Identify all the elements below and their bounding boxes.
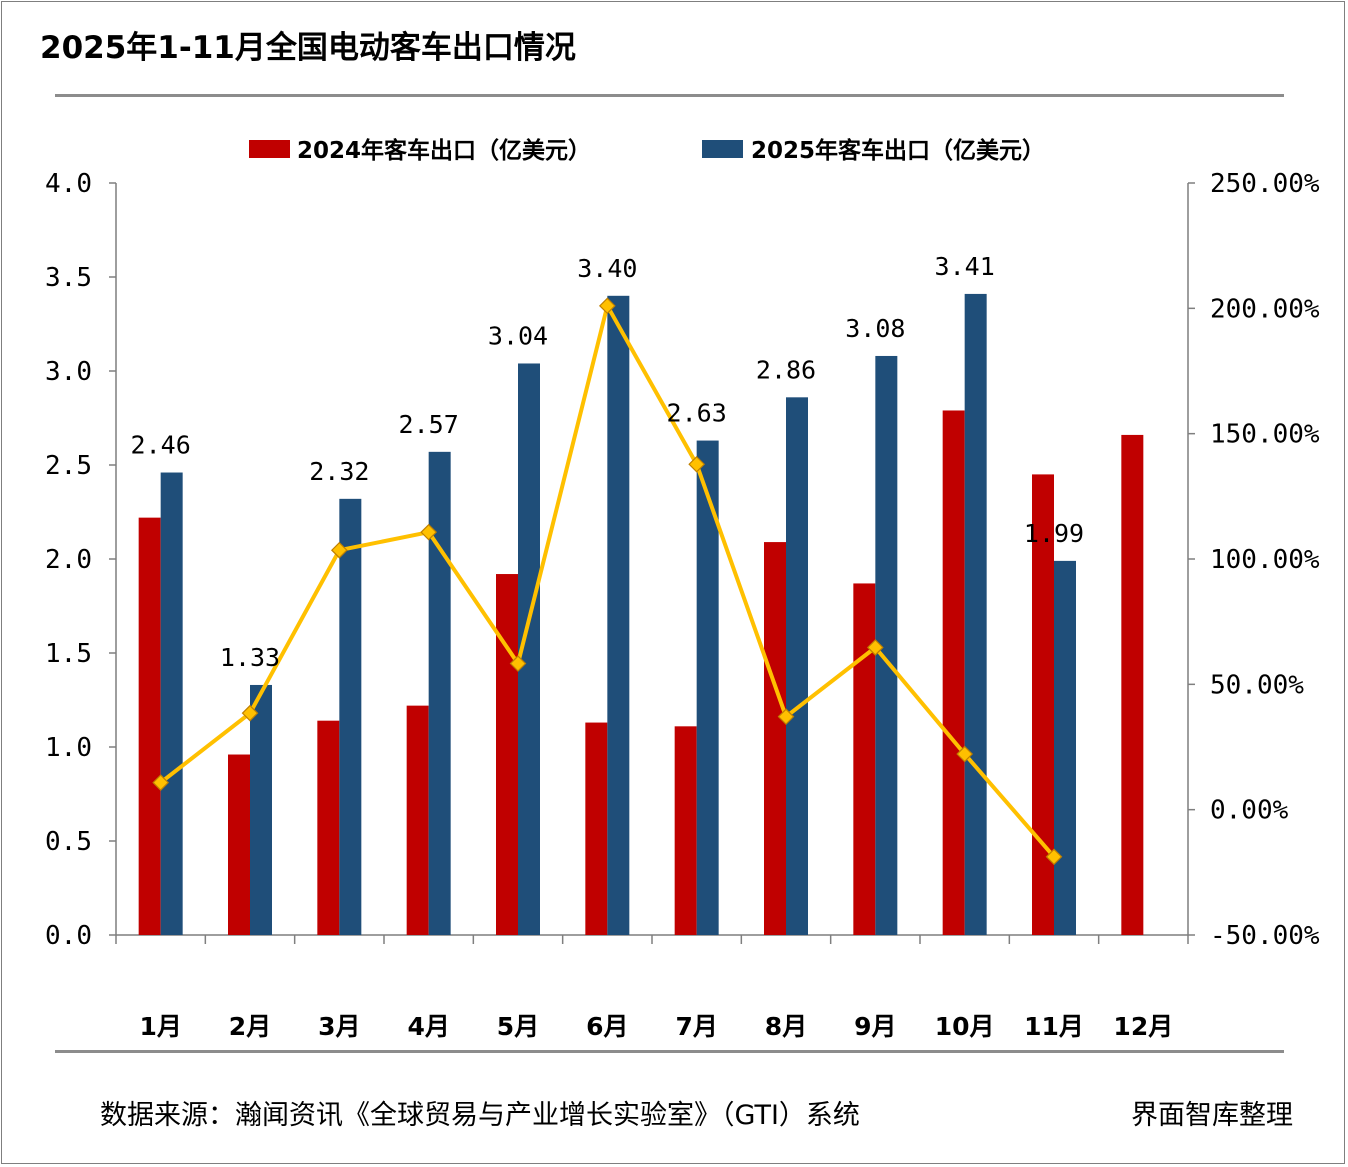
growth-marker [688, 455, 706, 473]
bar-2024 [942, 410, 965, 936]
bar-2024 [317, 720, 340, 935]
data-label-2025: 2.32 [309, 457, 369, 486]
growth-line-layer [152, 297, 1063, 866]
bar-2024 [764, 542, 786, 935]
bar-2024 [674, 726, 697, 935]
data-label-2025: 1.33 [220, 643, 280, 672]
growth-marker [330, 541, 348, 559]
x-tick-label: 12月 [1113, 1012, 1173, 1041]
bar-2025 [250, 684, 272, 935]
y-left-tick-label: 0.0 [45, 921, 92, 951]
data-label-2025: 2.86 [756, 355, 816, 384]
growth-marker [866, 639, 884, 656]
bar-2025 [339, 498, 362, 935]
data-label-2025: 2.46 [131, 431, 191, 460]
bar-2025 [428, 451, 451, 935]
growth-marker [420, 523, 438, 541]
y-right-tick-label: 50.00% [1210, 670, 1304, 700]
y-right-tick-label: 250.00% [1210, 169, 1320, 199]
bar-2024 [496, 574, 518, 935]
bar-2024 [1121, 434, 1144, 935]
y-left-tick-label: 2.0 [45, 545, 92, 575]
x-tick-label: 7月 [675, 1012, 717, 1041]
growth-marker [509, 655, 527, 672]
y-left-tick-label: 4.0 [45, 169, 92, 199]
growth-marker [598, 297, 616, 315]
x-tick-label: 5月 [497, 1012, 539, 1041]
title-divider [55, 94, 1284, 97]
chart-title: 2025年1-11月全国电动客车出口情况 [40, 30, 576, 66]
legend-label-2024: 2024年客车出口（亿美元） [297, 137, 591, 164]
x-tick-label: 10月 [935, 1012, 995, 1041]
bar-2025 [607, 295, 630, 935]
growth-marker [777, 708, 795, 726]
x-tick-label: 4月 [407, 1012, 449, 1041]
y-left-tick-label: 0.5 [45, 827, 92, 857]
y-left-tick-label: 3.0 [45, 357, 92, 387]
bar-2025 [875, 355, 898, 936]
bars [138, 293, 1144, 936]
bar-2025 [1054, 560, 1076, 935]
data-label-2025: 2.57 [399, 410, 459, 439]
x-tick-label: 2月 [229, 1012, 271, 1041]
y-right-tick-label: -50.00% [1210, 921, 1320, 951]
credit-note: 界面智库整理 [1131, 1100, 1293, 1131]
growth-marker [152, 774, 170, 791]
bar-2025 [964, 293, 987, 935]
legend-swatch-2025 [702, 140, 743, 158]
y-right-tick-label: 100.00% [1210, 545, 1320, 575]
y-right-tick-label: 200.00% [1210, 294, 1320, 324]
footer-divider [55, 1050, 1284, 1053]
bar-2024 [228, 754, 250, 935]
y-left-tick-label: 3.5 [45, 263, 92, 293]
legend: 2024年客车出口（亿美元） 2025年客车出口（亿美元） [249, 137, 1045, 164]
data-label-2025: 3.41 [935, 252, 995, 281]
bar-2025 [518, 363, 540, 936]
data-label-2025: 2.63 [667, 399, 727, 428]
y-left-tick-label: 1.5 [45, 639, 92, 669]
data-label-2025: 3.04 [488, 321, 548, 350]
x-tick-label: 8月 [765, 1012, 807, 1041]
bar-2025 [786, 397, 808, 935]
bar-2024 [853, 583, 876, 935]
growth-marker [956, 745, 974, 763]
bar-2025 [696, 440, 719, 935]
x-tick-label: 9月 [854, 1012, 896, 1041]
bar-2024 [1032, 474, 1054, 935]
bar-2025 [160, 472, 183, 935]
data-labels: 2.46 1.33 2.32 2.57 3.04 3.40 2.63 2.86 3.08 3.41… [131, 252, 1085, 672]
legend-swatch-2024 [249, 140, 290, 158]
data-label-2025: 3.40 [577, 254, 637, 283]
y-left-tick-label: 1.0 [45, 733, 92, 763]
growth-marker [1045, 848, 1063, 866]
y-left-tick-label: 2.5 [45, 451, 92, 481]
axes: 0.0 0.5 1.0 1.5 2.0 2.5 3.0 3.5 4.0 -50.00% 0.00% 5… [45, 169, 1320, 1041]
legend-label-2025: 2025年客车出口（亿美元） [751, 137, 1045, 164]
data-label-2025: 3.08 [845, 314, 905, 343]
x-tick-label: 1月 [139, 1012, 181, 1041]
x-tick-label: 6月 [586, 1012, 628, 1041]
bar-2024 [138, 517, 161, 935]
source-note: 数据来源：瀚闻资讯《全球贸易与产业增长实验室》（GTI）系统 [100, 1100, 860, 1131]
bar-2024 [585, 722, 608, 935]
y-right-tick-label: 150.00% [1210, 420, 1320, 450]
data-label-2025: 1.99 [1024, 519, 1084, 548]
y-right-tick-label: 0.00% [1210, 796, 1289, 826]
x-tick-label: 3月 [318, 1012, 360, 1041]
growth-marker [241, 704, 259, 722]
x-tick-label: 11月 [1024, 1012, 1084, 1041]
bar-2024 [406, 705, 429, 935]
